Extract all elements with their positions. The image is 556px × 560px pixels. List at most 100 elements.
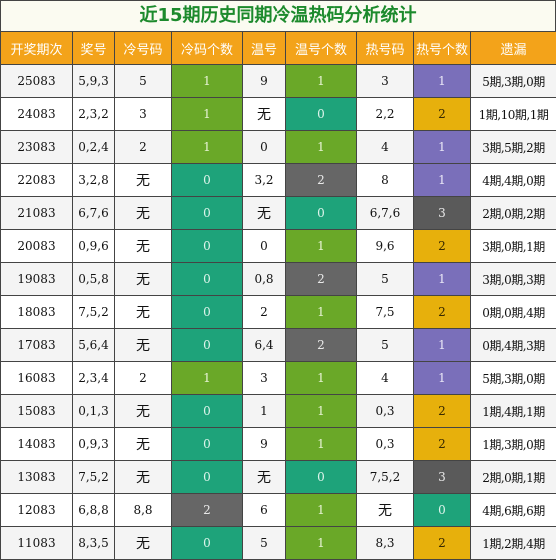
table-row: 13083 7,5,2 无 0 无 0 7,5,2 3 2期,0期,1期: [0, 460, 556, 494]
warm-cell: 3,2: [242, 163, 286, 197]
hot-count-cell: 2: [413, 97, 471, 131]
table-row: 24083 2,3,2 3 1 无 0 2,2 2 1期,10期,1期: [0, 97, 556, 131]
omission-cell: 4期,4期,0期: [470, 163, 556, 197]
number-cell: 2,3,4: [72, 361, 115, 395]
warm-count-cell: 2: [285, 262, 357, 296]
warm-count-cell: 0: [285, 196, 357, 230]
number-cell: 0,9,6: [72, 229, 115, 263]
number-cell: 3,2,8: [72, 163, 115, 197]
number-cell: 0,9,3: [72, 427, 115, 461]
cold-count-cell: 0: [171, 229, 243, 263]
hot-cell: 无: [356, 493, 414, 527]
cold-cell: 8,8: [114, 493, 172, 527]
warm-count-cell: 1: [285, 493, 357, 527]
period-cell: 11083: [0, 526, 73, 560]
omission-cell: 5期,3期,0期: [470, 64, 556, 98]
omission-cell: 2期,0期,2期: [470, 196, 556, 230]
cold-cell: 无: [114, 295, 172, 329]
table-row: 21083 6,7,6 无 0 无 0 6,7,6 3 2期,0期,2期: [0, 196, 556, 230]
hot-count-cell: 2: [413, 526, 471, 560]
header-number: 奖号: [72, 31, 115, 65]
cold-cell: 5: [114, 64, 172, 98]
table-row: 25083 5,9,3 5 1 9 1 3 1 5期,3期,0期: [0, 64, 556, 98]
cold-cell: 无: [114, 427, 172, 461]
table-row: 11083 8,3,5 无 0 5 1 8,3 2 1期,2期,4期: [0, 526, 556, 560]
hot-cell: 5: [356, 328, 414, 362]
warm-count-cell: 1: [285, 526, 357, 560]
number-cell: 8,3,5: [72, 526, 115, 560]
hot-count-cell: 0: [413, 493, 471, 527]
omission-cell: 1期,2期,4期: [470, 526, 556, 560]
table-row: 16083 2,3,4 2 1 3 1 4 1 5期,3期,0期: [0, 361, 556, 395]
period-cell: 17083: [0, 328, 73, 362]
header-row: 开奖期次 奖号 冷号码 冷码个数 温号 温号个数 热号码 热号个数 遗漏: [0, 31, 556, 65]
hot-cell: 6,7,6: [356, 196, 414, 230]
cold-count-cell: 0: [171, 196, 243, 230]
omission-cell: 3期,5期,2期: [470, 130, 556, 164]
hot-cell: 7,5: [356, 295, 414, 329]
cold-count-cell: 1: [171, 130, 243, 164]
period-cell: 24083: [0, 97, 73, 131]
number-cell: 0,2,4: [72, 130, 115, 164]
warm-cell: 9: [242, 427, 286, 461]
cold-cell: 无: [114, 460, 172, 494]
cold-count-cell: 0: [171, 163, 243, 197]
hot-cell: 5: [356, 262, 414, 296]
table-row: 22083 3,2,8 无 0 3,2 2 8 1 4期,4期,0期: [0, 163, 556, 197]
header-hot: 热号码: [356, 31, 414, 65]
hot-count-cell: 2: [413, 229, 471, 263]
warm-cell: 5: [242, 526, 286, 560]
hot-count-cell: 1: [413, 163, 471, 197]
period-cell: 21083: [0, 196, 73, 230]
hot-count-cell: 1: [413, 262, 471, 296]
number-cell: 5,6,4: [72, 328, 115, 362]
table-row: 14083 0,9,3 无 0 9 1 0,3 2 1期,3期,0期: [0, 427, 556, 461]
omission-cell: 1期,4期,1期: [470, 394, 556, 428]
cold-cell: 无: [114, 229, 172, 263]
hot-cell: 4: [356, 361, 414, 395]
cold-count-cell: 0: [171, 328, 243, 362]
warm-count-cell: 1: [285, 130, 357, 164]
header-warm: 温号: [242, 31, 286, 65]
period-cell: 19083: [0, 262, 73, 296]
warm-count-cell: 2: [285, 163, 357, 197]
hot-count-cell: 3: [413, 196, 471, 230]
period-cell: 13083: [0, 460, 73, 494]
warm-count-cell: 1: [285, 427, 357, 461]
warm-cell: 6,4: [242, 328, 286, 362]
number-cell: 7,5,2: [72, 295, 115, 329]
cold-cell: 2: [114, 130, 172, 164]
omission-cell: 2期,0期,1期: [470, 460, 556, 494]
cold-cell: 无: [114, 394, 172, 428]
number-cell: 0,5,8: [72, 262, 115, 296]
cold-cell: 无: [114, 163, 172, 197]
hot-count-cell: 2: [413, 394, 471, 428]
cold-count-cell: 0: [171, 427, 243, 461]
hot-cell: 8,3: [356, 526, 414, 560]
warm-count-cell: 0: [285, 460, 357, 494]
warm-count-cell: 1: [285, 64, 357, 98]
hot-count-cell: 1: [413, 328, 471, 362]
cold-cell: 无: [114, 526, 172, 560]
period-cell: 22083: [0, 163, 73, 197]
period-cell: 15083: [0, 394, 73, 428]
period-cell: 14083: [0, 427, 73, 461]
period-cell: 18083: [0, 295, 73, 329]
period-cell: 20083: [0, 229, 73, 263]
number-cell: 6,8,8: [72, 493, 115, 527]
number-cell: 7,5,2: [72, 460, 115, 494]
table-row: 12083 6,8,8 8,8 2 6 1 无 0 4期,6期,6期: [0, 493, 556, 527]
hot-cell: 9,6: [356, 229, 414, 263]
warm-cell: 无: [242, 196, 286, 230]
hot-count-cell: 2: [413, 295, 471, 329]
header-warm-count: 温号个数: [285, 31, 357, 65]
hot-cell: 7,5,2: [356, 460, 414, 494]
cold-count-cell: 1: [171, 64, 243, 98]
hot-cell: 3: [356, 64, 414, 98]
header-cold-count: 冷码个数: [171, 31, 243, 65]
header-period: 开奖期次: [0, 31, 73, 65]
warm-cell: 0: [242, 130, 286, 164]
table-row: 18083 7,5,2 无 0 2 1 7,5 2 0期,0期,4期: [0, 295, 556, 329]
warm-cell: 3: [242, 361, 286, 395]
